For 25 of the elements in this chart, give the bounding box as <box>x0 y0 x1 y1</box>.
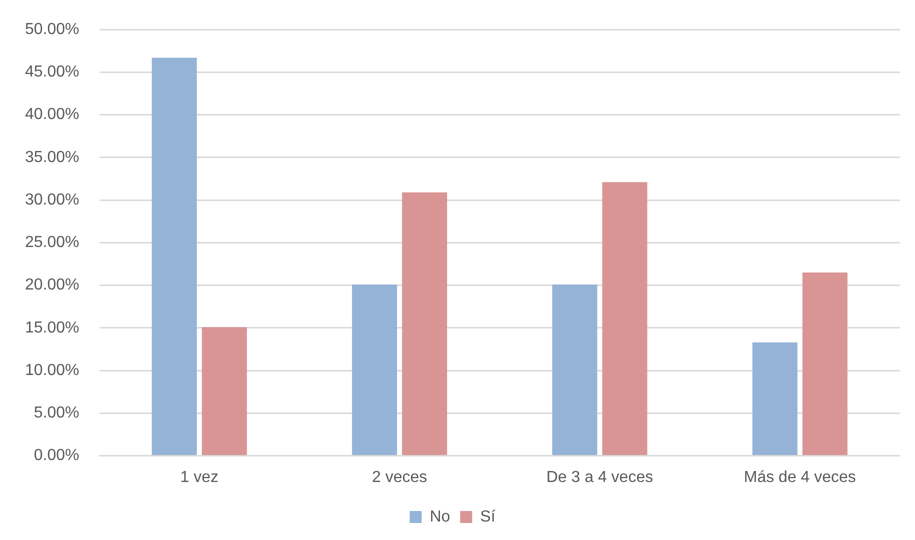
y-tick-label: 30.00% <box>25 191 80 208</box>
bar <box>602 182 648 456</box>
y-tick-label: 20.00% <box>25 276 80 294</box>
y-tick-label: 35.00% <box>25 148 80 166</box>
y-tick-label: 10.00% <box>25 362 80 379</box>
legend-label: No <box>430 508 450 526</box>
y-tick-label: 40.00% <box>25 106 80 124</box>
y-tick-label: 15.00% <box>25 319 80 336</box>
bar <box>152 58 197 456</box>
bar <box>402 192 448 456</box>
bar <box>802 272 848 456</box>
bar <box>202 327 247 456</box>
bar <box>552 284 598 456</box>
y-tick-label: 25.00% <box>25 234 80 252</box>
y-tick-label: 0.00% <box>34 447 80 464</box>
x-tick-label: 2 veces <box>372 468 428 486</box>
y-tick-label: 45.00% <box>25 64 80 81</box>
x-tick-label: Más de 4 veces <box>744 468 856 486</box>
legend-label: Sí <box>480 508 496 526</box>
bar <box>352 284 398 456</box>
x-tick-label: 1 vez <box>180 468 218 486</box>
y-tick-label: 50.00% <box>25 21 80 38</box>
bar <box>752 342 798 456</box>
y-tick-label: 5.00% <box>34 404 80 422</box>
x-tick-label: De 3 a 4 veces <box>546 468 654 486</box>
